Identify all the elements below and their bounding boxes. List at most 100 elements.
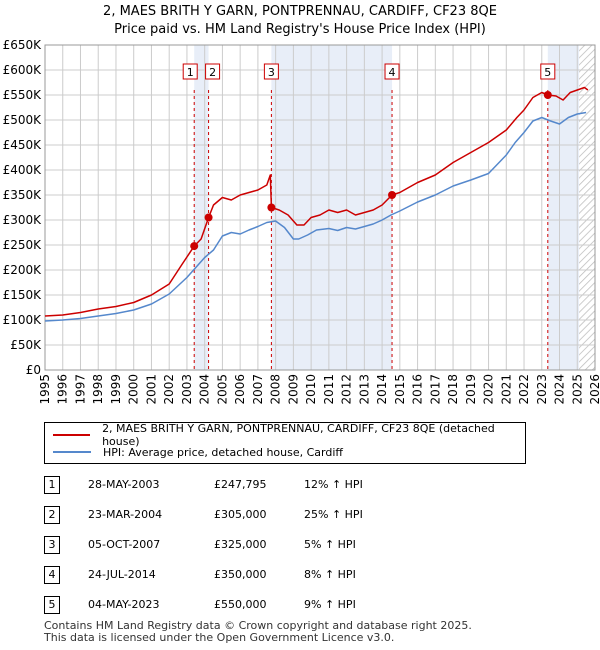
x-tick-label: 2012: [340, 374, 354, 405]
transaction-date: 28-MAY-2003: [88, 478, 160, 491]
x-tick-label: 2004: [198, 374, 212, 405]
transaction-number: 3: [44, 536, 60, 554]
transaction-number: 1: [44, 476, 60, 494]
y-tick-label: £300K: [3, 213, 43, 227]
x-tick-label: 2009: [286, 374, 300, 405]
sale-label-box: [263, 63, 279, 80]
y-tick-label: £650K: [3, 38, 43, 52]
x-tick-label: 1997: [73, 374, 87, 405]
table-row: 2 23-MAR-2004 £305,000 25% ↑ HPI: [44, 506, 404, 524]
y-tick-label: £50K: [10, 338, 42, 352]
x-tick-label: 2010: [304, 374, 318, 405]
x-tick-label: 1998: [91, 374, 105, 405]
legend-label-property: 2, MAES BRITH Y GARN, PONTPRENNAU, CARDI…: [102, 422, 495, 448]
y-tick-label: £600K: [3, 63, 43, 77]
y-tick-label: £400K: [3, 163, 43, 177]
transaction-hpi-diff: 25% ↑ HPI: [304, 508, 363, 521]
sale-point: [267, 203, 276, 212]
transaction-price: £305,000: [214, 508, 267, 521]
x-tick-label: 2017: [428, 374, 442, 405]
x-tick-label: 2006: [233, 374, 247, 405]
x-tick-label: 2003: [180, 374, 194, 405]
x-tick-label: 2025: [570, 374, 584, 405]
table-row: 5 04-MAY-2023 £550,000 9% ↑ HPI: [44, 596, 404, 614]
x-tick-label: 1999: [109, 374, 123, 405]
x-tick-label: 2002: [162, 374, 176, 405]
x-tick-label: 2013: [357, 374, 371, 405]
transaction-hpi-diff: 12% ↑ HPI: [304, 478, 363, 491]
sale-label: 5: [544, 66, 551, 79]
table-row: 3 05-OCT-2007 £325,000 5% ↑ HPI: [44, 536, 404, 554]
sale-point: [543, 91, 552, 99]
y-tick-label: £550K: [3, 88, 43, 102]
transaction-hpi-diff: 9% ↑ HPI: [304, 598, 356, 611]
x-tick-label: 2016: [411, 374, 425, 405]
series-line-hpi: [44, 111, 587, 322]
x-tick-label: 2005: [215, 374, 229, 405]
plot-frame: [44, 44, 596, 371]
sale-point: [388, 191, 397, 199]
x-tick-label: 2023: [535, 374, 549, 405]
x-tick-label: 2011: [322, 374, 336, 405]
y-tick-label: £200K: [3, 263, 43, 277]
x-tick-label: 2001: [144, 374, 158, 405]
x-tick-label: 2018: [446, 374, 460, 405]
table-row: 1 28-MAY-2003 £247,795 12% ↑ HPI: [44, 476, 404, 494]
transaction-date: 05-OCT-2007: [88, 538, 161, 551]
x-tick-label: 2022: [517, 374, 531, 405]
table-row: 4 24-JUL-2014 £350,000 8% ↑ HPI: [44, 566, 404, 584]
chart-title: 2, MAES BRITH Y GARN, PONTPRENNAU, CARDI…: [103, 4, 497, 19]
forecast-hatch: [579, 45, 595, 370]
legend-swatch-hpi: [53, 451, 91, 453]
legend-swatch-property: [53, 434, 91, 436]
x-tick-label: 2015: [393, 374, 407, 405]
price-chart: £0 £50K £100K £150K £200K £250K £300K £350K £400…: [3, 38, 600, 405]
shaded-span: [194, 45, 209, 370]
y-tick-label: £500K: [3, 113, 43, 127]
sale-label-box: [182, 63, 198, 80]
legend-label-hpi: HPI: Average price, detached house, Card…: [103, 445, 343, 459]
x-tick-label: 2008: [269, 374, 283, 405]
transaction-hpi-diff: 5% ↑ HPI: [304, 538, 356, 551]
sale-point: [204, 213, 213, 222]
x-tick-label: 2024: [553, 374, 567, 405]
transaction-price: £247,795: [214, 478, 267, 491]
sale-label: 4: [389, 66, 396, 79]
x-tick-label: 2021: [499, 374, 513, 405]
sale-point: [190, 242, 199, 251]
sale-label-box: [205, 63, 221, 80]
x-tick-label: 2014: [375, 374, 389, 405]
transaction-date: 04-MAY-2023: [88, 598, 160, 611]
legend: 2, MAES BRITH Y GARN, PONTPRENNAU, CARDI…: [44, 422, 526, 464]
y-tick-label: £0: [26, 363, 41, 377]
transaction-price: £325,000: [214, 538, 267, 551]
chart-title-block: 2, MAES BRITH Y GARN, PONTPRENNAU, CARDI…: [0, 3, 600, 39]
transaction-number: 2: [44, 506, 60, 524]
sale-label: 2: [209, 66, 216, 79]
x-tick-label: 2000: [127, 374, 141, 405]
legend-entry-hpi: HPI: Average price, detached house, Card…: [53, 444, 343, 460]
transaction-date: 23-MAR-2004: [88, 508, 163, 521]
x-tick-label: 2019: [464, 374, 478, 405]
x-tick-label: 1995: [38, 374, 52, 405]
transaction-number: 4: [44, 566, 60, 584]
x-tick-label: 2026: [588, 374, 600, 405]
footer-licence: This data is licensed under the Open Gov…: [44, 631, 395, 644]
transaction-price: £350,000: [214, 568, 267, 581]
y-tick-label: £450K: [3, 138, 43, 152]
y-tick-label: £100K: [3, 313, 43, 327]
sale-label: 1: [187, 66, 194, 79]
transaction-price: £550,000: [214, 598, 267, 611]
sale-label-box: [384, 63, 400, 80]
sale-label: 3: [268, 66, 275, 79]
series-line-property: [44, 86, 589, 317]
x-tick-label: 1996: [56, 374, 70, 405]
y-tick-label: £150K: [3, 288, 43, 302]
transaction-number: 5: [44, 596, 60, 614]
y-tick-label: £350K: [3, 188, 43, 202]
x-tick-label: 2020: [482, 374, 496, 405]
legend-entry-property: 2, MAES BRITH Y GARN, PONTPRENNAU, CARDI…: [53, 422, 525, 448]
shaded-span: [547, 45, 580, 370]
shaded-span: [271, 45, 393, 370]
x-tick-label: 2007: [251, 374, 265, 405]
